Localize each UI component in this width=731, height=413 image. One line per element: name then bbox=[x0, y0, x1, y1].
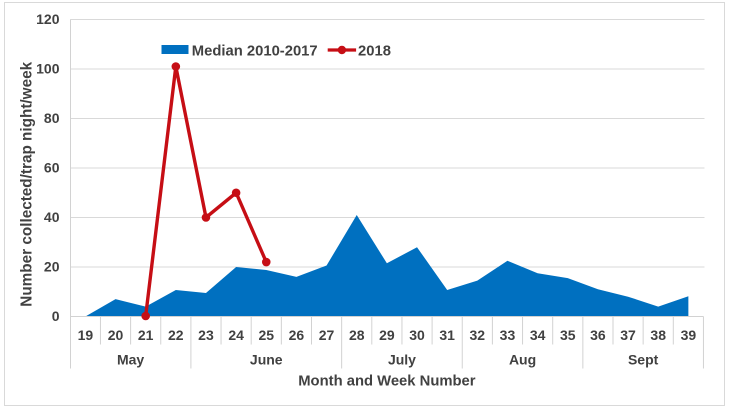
svg-text:32: 32 bbox=[470, 327, 486, 343]
svg-text:34: 34 bbox=[530, 327, 546, 343]
svg-text:24: 24 bbox=[228, 327, 244, 343]
svg-text:Number collected/trap night/we: Number collected/trap night/week bbox=[18, 61, 35, 306]
svg-text:36: 36 bbox=[590, 327, 606, 343]
svg-text:26: 26 bbox=[289, 327, 305, 343]
svg-text:25: 25 bbox=[258, 327, 274, 343]
svg-text:22: 22 bbox=[168, 327, 184, 343]
svg-text:120: 120 bbox=[36, 11, 60, 27]
svg-text:21: 21 bbox=[138, 327, 154, 343]
svg-text:Sept: Sept bbox=[628, 351, 659, 367]
svg-text:30: 30 bbox=[409, 327, 425, 343]
svg-text:May: May bbox=[117, 351, 144, 367]
svg-text:19: 19 bbox=[78, 327, 94, 343]
svg-text:2018: 2018 bbox=[358, 43, 391, 59]
svg-text:July: July bbox=[388, 351, 416, 367]
svg-text:27: 27 bbox=[319, 327, 335, 343]
svg-text:Median 2010-2017: Median 2010-2017 bbox=[192, 43, 318, 59]
svg-text:23: 23 bbox=[198, 327, 214, 343]
svg-text:37: 37 bbox=[620, 327, 636, 343]
svg-text:0: 0 bbox=[52, 308, 60, 324]
svg-text:38: 38 bbox=[650, 327, 666, 343]
svg-text:80: 80 bbox=[44, 110, 60, 126]
svg-text:20: 20 bbox=[44, 259, 60, 275]
svg-text:June: June bbox=[250, 351, 283, 367]
svg-text:Month and Week Number: Month and Week Number bbox=[298, 374, 476, 390]
svg-text:Aug: Aug bbox=[509, 351, 536, 367]
svg-text:33: 33 bbox=[500, 327, 516, 343]
svg-text:40: 40 bbox=[44, 209, 60, 225]
svg-text:35: 35 bbox=[560, 327, 576, 343]
svg-text:29: 29 bbox=[379, 327, 395, 343]
svg-text:100: 100 bbox=[36, 61, 60, 77]
svg-text:39: 39 bbox=[681, 327, 697, 343]
svg-text:31: 31 bbox=[439, 327, 455, 343]
svg-text:60: 60 bbox=[44, 160, 60, 176]
svg-text:28: 28 bbox=[349, 327, 365, 343]
svg-text:20: 20 bbox=[108, 327, 124, 343]
